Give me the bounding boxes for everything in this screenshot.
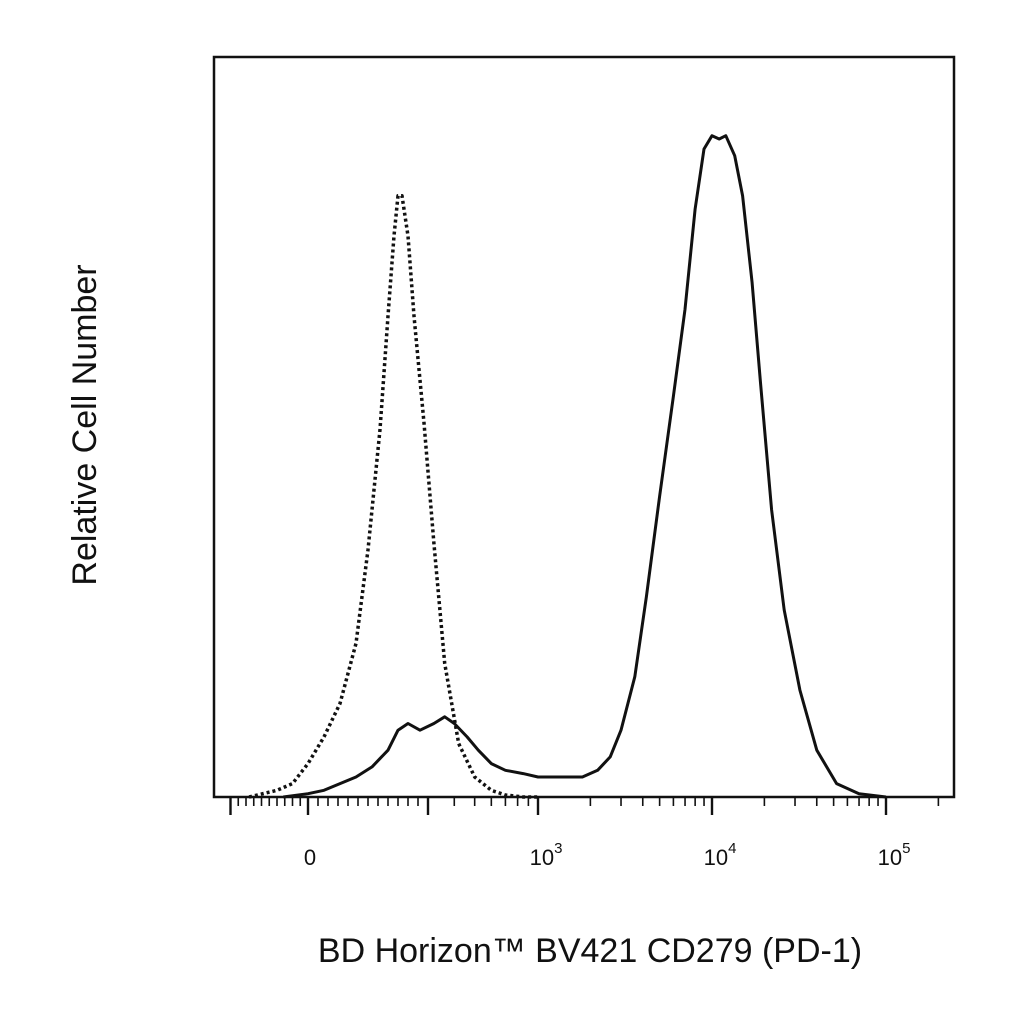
series-layer bbox=[248, 134, 887, 799]
x-tick-labels: 0 103 104 105 bbox=[304, 840, 911, 870]
x-tick-label: 105 bbox=[878, 840, 911, 870]
series-stained-solid bbox=[283, 134, 887, 799]
x-axis-title: BD Horizon™ BV421 CD279 (PD-1) bbox=[318, 932, 862, 970]
y-axis-title: Relative Cell Number bbox=[66, 264, 104, 585]
x-major-ticks bbox=[229, 797, 888, 815]
x-minor-ticks bbox=[229, 797, 940, 806]
series-isotype-control-dotted bbox=[248, 194, 538, 799]
x-tick-label: 0 bbox=[304, 845, 316, 870]
plot-frame bbox=[212, 55, 956, 799]
x-tick-label: 103 bbox=[530, 840, 563, 870]
x-tick-label: 104 bbox=[704, 840, 737, 870]
